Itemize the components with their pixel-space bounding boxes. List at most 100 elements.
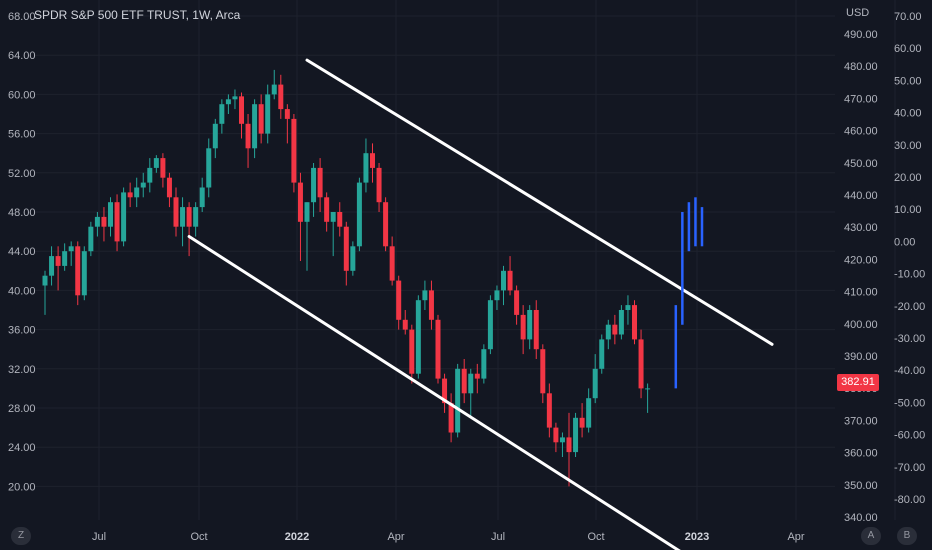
candle-up	[199, 177, 205, 212]
left-tick-label: 28.00	[8, 403, 36, 415]
candle-body	[422, 290, 428, 301]
percent-tick-label: -70.00	[894, 462, 925, 474]
candle-body	[291, 118, 297, 183]
candle-down	[317, 158, 323, 212]
price-tick-label: 390.00	[844, 351, 878, 363]
candle-body	[573, 417, 579, 453]
candle-body	[350, 246, 356, 271]
candle-body	[271, 84, 277, 95]
candle-down	[514, 285, 520, 325]
candle-body	[225, 99, 231, 105]
candle-body	[252, 104, 258, 149]
chart-title: SPDR S&P 500 ETF TRUST, 1W, Arca	[34, 8, 241, 22]
candle-up	[121, 187, 127, 247]
price-tick-label: 470.00	[844, 93, 878, 105]
candle-up	[180, 197, 186, 247]
candle-body	[317, 167, 323, 198]
candle-body	[212, 123, 218, 149]
left-tick-label: 24.00	[8, 442, 36, 454]
candle-body	[62, 251, 68, 266]
candle-body	[487, 300, 493, 350]
time-axis: Jul Oct 2022 Apr Jul Oct 2023 Apr	[92, 531, 805, 543]
candle-down	[632, 300, 637, 345]
candle-down	[474, 363, 480, 394]
candle-body	[127, 192, 133, 198]
candle-body	[540, 349, 546, 394]
channel-lines	[187, 58, 774, 550]
candle-body	[304, 202, 310, 222]
candle-up	[527, 305, 533, 350]
candle-up	[134, 177, 140, 208]
candle-body	[330, 212, 336, 222]
candle-up	[618, 305, 624, 340]
left-tick-label: 52.00	[8, 168, 36, 180]
candle-up	[468, 368, 474, 418]
zoom-button[interactable]: Z	[11, 527, 31, 545]
candle-body	[507, 270, 513, 291]
candle-down	[402, 310, 408, 335]
price-tick-label: 480.00	[844, 61, 878, 73]
candle-down	[540, 344, 546, 404]
candle-down	[507, 256, 513, 296]
price-tick-label: 440.00	[844, 190, 878, 202]
candle-up	[422, 280, 428, 310]
candle-body	[311, 167, 317, 203]
candle-body	[356, 182, 362, 247]
candle-down	[442, 373, 448, 413]
candle-body	[284, 109, 290, 119]
candle-body	[409, 329, 415, 374]
right-price-axis: 490.00 480.00 470.00 460.00 450.00 440.00 430.…	[844, 29, 878, 524]
auto-scale-button[interactable]: A	[861, 527, 881, 545]
candle-up	[81, 246, 87, 301]
price-tick-label: 460.00	[844, 126, 878, 138]
candle-body	[68, 246, 74, 252]
candle-down	[396, 275, 402, 330]
candle-body	[586, 398, 592, 428]
candle-down	[114, 194, 120, 252]
left-tick-label: 44.00	[8, 246, 36, 258]
left-tick-label: 40.00	[8, 285, 36, 297]
candle-down	[343, 221, 349, 286]
candle-body	[42, 275, 48, 286]
candle-down	[553, 422, 559, 453]
candle-down	[533, 300, 539, 359]
candle-down	[638, 329, 644, 399]
candle-body	[533, 310, 539, 350]
candle-body	[370, 153, 375, 168]
left-tick-label: 68.00	[8, 11, 36, 23]
time-tick-label: 2023	[685, 531, 709, 543]
candle-body	[612, 324, 618, 335]
candle-up	[88, 221, 94, 257]
candle-down	[55, 246, 61, 291]
candle-body	[245, 123, 251, 149]
last-price-tag: 382.91	[837, 374, 879, 391]
candle-body	[219, 104, 225, 124]
candle-body	[383, 202, 389, 247]
candle-body	[81, 251, 87, 296]
candle-down	[337, 202, 343, 237]
candle-down	[75, 241, 81, 306]
candle-up	[62, 243, 68, 271]
candle-up	[311, 163, 317, 217]
candle-body	[520, 314, 526, 340]
candle-up	[108, 197, 113, 237]
candle-down	[284, 104, 290, 144]
candle-body	[645, 388, 651, 390]
candle-up	[225, 94, 231, 114]
candle-body	[147, 167, 153, 183]
candle-body	[625, 305, 631, 310]
left-tick-label: 32.00	[8, 364, 36, 376]
candle-body	[193, 207, 199, 227]
candle-body	[638, 339, 644, 389]
candle-up	[193, 202, 199, 237]
scale-b-button[interactable]: B	[897, 527, 917, 545]
candle-body	[324, 197, 330, 222]
candle-up	[573, 412, 579, 457]
channel-line-upper	[305, 58, 774, 346]
percent-tick-label: -30.00	[894, 333, 925, 345]
left-tick-label: 60.00	[8, 89, 36, 101]
candle-up	[219, 99, 225, 134]
currency-label: USD	[846, 7, 870, 19]
candle-body	[101, 216, 107, 227]
